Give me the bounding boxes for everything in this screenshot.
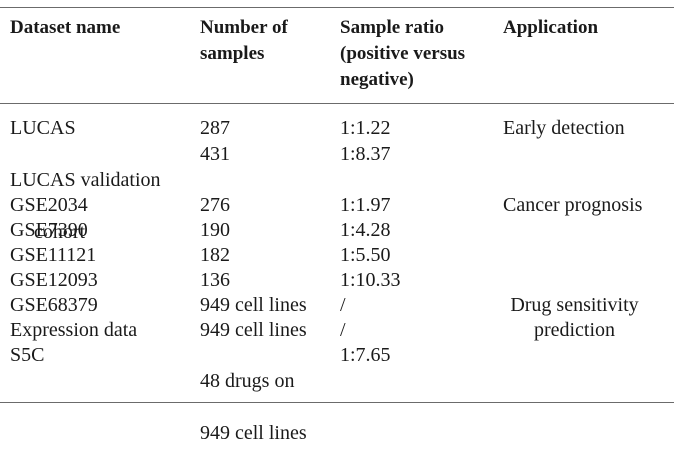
samples-line: 48 drugs on [200, 370, 295, 392]
table-cell-samples: 431 [200, 143, 230, 165]
table-cell-ratio: / [340, 294, 346, 316]
bottom-rule [0, 402, 674, 403]
table-cell-application: Early detection [503, 117, 625, 139]
table-cell-ratio: 1:1.97 [340, 194, 391, 216]
table-cell-dataset: GSE12093 [10, 269, 98, 291]
header-application: Application [503, 17, 599, 38]
top-rule [0, 7, 674, 8]
table-cell-dataset: Expression data [10, 319, 138, 341]
table-cell-dataset: LUCAS [10, 117, 76, 139]
table-cell-ratio: 1:4.28 [340, 219, 391, 241]
samples-continuation: 949 cell lines [200, 422, 307, 444]
table-cell-dataset: GSE68379 [10, 294, 98, 316]
table-cell-ratio: / [340, 319, 346, 341]
table-cell-samples: 276 [200, 194, 230, 216]
header-rule [0, 103, 674, 104]
header-sample-ratio: Sample ratio (positive versus negative) [340, 17, 466, 90]
table-cell-ratio: 1:1.22 [340, 117, 391, 139]
table-cell-dataset: LUCAS validation cohort [10, 141, 161, 271]
table-cell-dataset: GSE2034 [10, 194, 88, 216]
table-cell-ratio: 1:8.37 [340, 143, 391, 165]
data-table: Dataset name Number of samples Sample ra… [0, 7, 674, 444]
table-cell-samples: 190 [200, 219, 230, 241]
table-cell-application: prediction [533, 319, 616, 341]
header-dataset-name: Dataset name [10, 17, 121, 38]
dataset-name-continuation: cohort [34, 221, 86, 243]
table-cell-dataset: S5C [10, 344, 45, 366]
table-cell-samples: 136 [200, 269, 230, 291]
table-cell-samples: 287 [200, 117, 230, 139]
table-cell-application: Cancer prognosis [503, 194, 643, 216]
table-cell-ratio: 1:10.33 [340, 269, 401, 291]
header-number-of-samples: Number of samples [200, 17, 288, 64]
dataset-name-line: LUCAS validation [10, 169, 161, 191]
table-cell-samples: 949 cell lines [200, 319, 307, 341]
table-cell-dataset: GSE7390 [10, 219, 88, 241]
table-cell-ratio: 1:5.50 [340, 244, 391, 266]
table-cell-samples: 48 drugs on 949 cell lines [200, 342, 307, 472]
table-cell-application: Drug sensitivity [510, 294, 639, 316]
table-cell-samples: 949 cell lines [200, 294, 307, 316]
table-cell-samples: 182 [200, 244, 230, 266]
table-cell-dataset: GSE11121 [10, 244, 97, 266]
table-cell-ratio: 1:7.65 [340, 344, 391, 366]
